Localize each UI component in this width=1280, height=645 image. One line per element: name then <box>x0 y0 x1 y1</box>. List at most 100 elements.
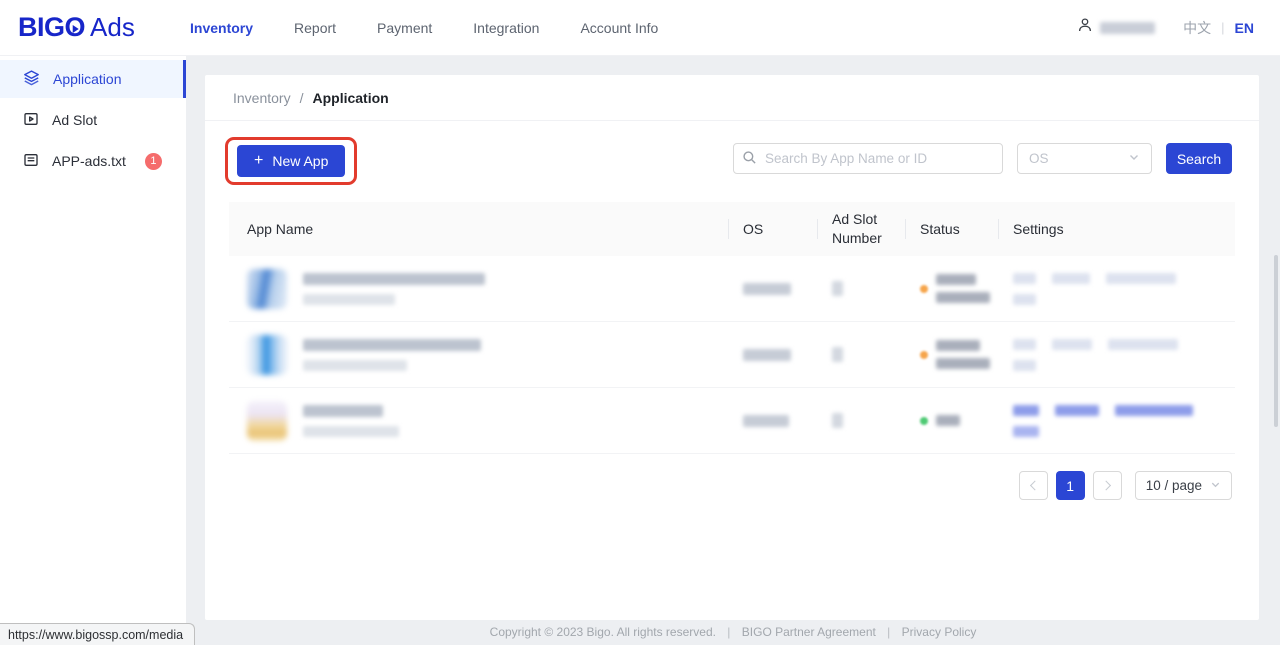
sidebar-item-app-ads-txt[interactable]: APP-ads.txt 1 <box>0 142 186 180</box>
redacted-app-name <box>303 404 383 417</box>
column-header-settings: Settings <box>1013 220 1064 237</box>
redacted-app-name <box>303 338 481 351</box>
redacted-settings-link[interactable] <box>1108 338 1178 350</box>
nav-inventory[interactable]: Inventory <box>190 19 254 36</box>
lang-divider: | <box>1221 20 1225 35</box>
toolbar: + New App OS <box>225 137 1232 185</box>
partner-agreement-link[interactable]: BIGO Partner Agreement <box>741 625 876 639</box>
search-button[interactable]: Search <box>1166 143 1232 174</box>
page-number-1[interactable]: 1 <box>1055 471 1085 500</box>
redacted-settings-link[interactable] <box>1013 272 1036 284</box>
redacted-settings-link[interactable] <box>1115 404 1193 416</box>
document-list-icon <box>23 152 39 171</box>
nav-account-info[interactable]: Account Info <box>580 19 659 36</box>
table-row <box>229 322 1235 388</box>
prev-page-button[interactable] <box>1018 471 1048 500</box>
redacted-app-icon <box>247 268 287 309</box>
top-navigation: Inventory Report Payment Integration Acc… <box>188 12 660 44</box>
redacted-status-text <box>936 274 976 285</box>
sidebar-item-ad-slot[interactable]: Ad Slot <box>0 101 186 139</box>
privacy-policy-link[interactable]: Privacy Policy <box>901 625 977 639</box>
new-app-button[interactable]: + New App <box>237 145 346 177</box>
sidebar-item-label: Ad Slot <box>52 112 98 128</box>
redacted-status-text <box>936 340 980 351</box>
breadcrumb: Inventory / Application <box>205 75 1259 121</box>
redacted-settings-link[interactable] <box>1013 359 1036 371</box>
ad-slot-number-cell <box>818 413 906 428</box>
os-cell <box>729 414 818 427</box>
nav-report[interactable]: Report <box>294 19 337 36</box>
os-filter-placeholder: OS <box>1029 151 1049 166</box>
redacted-status-text <box>936 415 960 426</box>
nav-integration[interactable]: Integration <box>473 19 540 36</box>
table-row <box>229 256 1235 322</box>
next-page-button[interactable] <box>1092 471 1122 500</box>
redacted-slot-count <box>832 281 843 296</box>
redacted-slot-count <box>832 347 843 362</box>
redacted-os-value <box>743 414 789 427</box>
lang-toggle-english[interactable]: EN <box>1234 19 1254 36</box>
redacted-os-value <box>743 282 791 295</box>
redacted-settings-link[interactable] <box>1013 338 1036 350</box>
redacted-app-id <box>303 425 399 437</box>
sidebar-item-label: Application <box>53 71 122 87</box>
top-header: BIG O Ads Inventory Report Payment Integr… <box>0 0 1280 56</box>
redacted-username <box>1100 21 1156 34</box>
column-header-app-name: App Name <box>229 202 729 256</box>
status-cell <box>906 274 999 303</box>
breadcrumb-application: Application <box>312 89 389 106</box>
status-cell <box>906 340 999 369</box>
new-app-label: New App <box>272 153 329 169</box>
table-header-row: App Name OS Ad Slot Number Status Settin… <box>229 202 1235 256</box>
breadcrumb-separator: / <box>299 89 304 106</box>
logo-o-play-icon: O <box>64 12 86 42</box>
plus-icon: + <box>254 152 264 169</box>
chevron-down-icon <box>1128 151 1140 166</box>
page-footer: Copyright © 2023 Bigo. All rights reserv… <box>489 625 977 639</box>
sidebar: Application Ad Slot APP-ads.txt 1 <box>0 56 186 645</box>
red-highlight-annotation: + New App <box>225 137 358 185</box>
ad-slot-number-cell <box>818 281 906 296</box>
redacted-slot-count <box>832 413 843 428</box>
browser-link-preview: https://www.bigossp.com/media <box>0 623 196 645</box>
chevron-left-icon <box>1029 480 1040 491</box>
os-cell <box>729 348 818 361</box>
redacted-settings-link[interactable] <box>1055 404 1099 416</box>
search-input[interactable] <box>733 143 1003 174</box>
app-search-box <box>733 143 1003 174</box>
user-menu[interactable] <box>1077 17 1156 38</box>
status-dot-green <box>920 416 928 425</box>
header-right: 中文 | EN <box>1077 17 1280 38</box>
redacted-settings-link[interactable] <box>1106 272 1176 284</box>
ad-slot-number-cell <box>818 347 906 362</box>
redacted-settings-link[interactable] <box>1052 338 1092 350</box>
redacted-app-id <box>303 359 407 371</box>
redacted-settings-link[interactable] <box>1013 425 1039 437</box>
status-dot-orange <box>920 284 928 293</box>
redacted-settings-link[interactable] <box>1013 404 1039 416</box>
status-cell <box>906 415 999 426</box>
table-row <box>229 388 1235 454</box>
logo-text-big: BIG <box>18 12 65 42</box>
logo-text-ads: Ads <box>90 12 135 42</box>
redacted-app-icon <box>247 334 287 375</box>
main-content: Inventory / Application + New App <box>186 56 1280 645</box>
sidebar-item-application[interactable]: Application <box>0 60 186 98</box>
redacted-settings-link[interactable] <box>1052 272 1090 284</box>
lang-toggle-chinese[interactable]: 中文 <box>1183 19 1212 36</box>
vertical-scrollbar[interactable] <box>1274 255 1278 427</box>
column-header-os: OS <box>729 202 818 256</box>
settings-cell <box>999 404 1235 437</box>
notification-badge: 1 <box>144 152 162 170</box>
bigo-ads-logo[interactable]: BIG O Ads <box>0 12 168 43</box>
os-filter-select[interactable]: OS <box>1017 143 1152 174</box>
nav-payment[interactable]: Payment <box>377 19 433 36</box>
redacted-settings-link[interactable] <box>1013 293 1036 305</box>
page-size-select[interactable]: 10 / page <box>1134 471 1232 500</box>
redacted-status-text <box>936 292 990 303</box>
redacted-os-value <box>743 348 791 361</box>
page-size-value: 10 / page <box>1145 478 1202 493</box>
breadcrumb-inventory[interactable]: Inventory <box>233 89 291 106</box>
os-cell <box>729 282 818 295</box>
pagination: 1 10 / page <box>205 471 1232 500</box>
